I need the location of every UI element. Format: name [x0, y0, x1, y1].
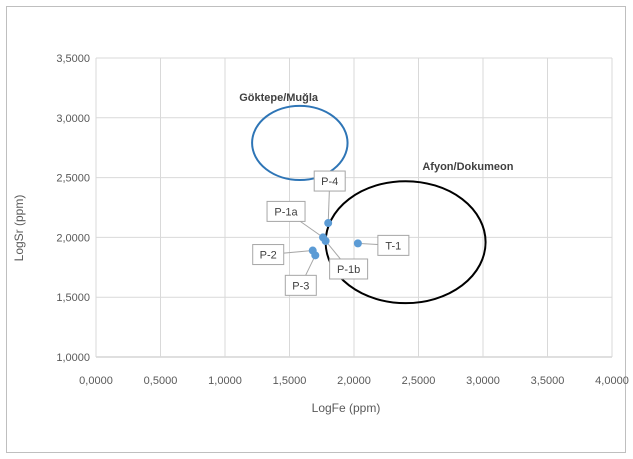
- data-label-box: [266, 200, 306, 222]
- y-tick-label: 2,5000: [56, 173, 90, 185]
- x-tick-label: 0,5000: [144, 375, 178, 387]
- data-labels: P-4 P-1a P-1b P-2 P-3 T-1: [252, 170, 410, 296]
- chart-frame: [6, 6, 626, 453]
- region-ellipse: [251, 104, 349, 181]
- x-tick-label: 3,0000: [466, 375, 500, 387]
- data-points: [308, 219, 362, 260]
- y-tick-label: 2,0000: [56, 232, 90, 244]
- y-tick-label: 3,0000: [56, 113, 90, 125]
- x-tick-label: 2,0000: [337, 375, 371, 387]
- data-label-box: [329, 258, 369, 280]
- data-label-box: [252, 244, 285, 266]
- x-tick-label: 3,5000: [531, 375, 565, 387]
- data-label-box: [377, 234, 410, 256]
- data-point: [353, 239, 362, 248]
- region-ellipses: Göktepe/Muğla Afyon/Dokumeon: [239, 92, 514, 305]
- region-label: Afyon/Dokumeon: [422, 161, 513, 173]
- data-label: T-1: [385, 240, 401, 252]
- data-label: P-4: [321, 176, 338, 188]
- x-axis-title: LogFe (ppm): [312, 401, 381, 415]
- x-tick-label: 0,0000: [79, 375, 113, 387]
- data-label: P-2: [260, 250, 277, 262]
- x-tick-label: 2,5000: [402, 375, 436, 387]
- data-label: P-1a: [274, 206, 298, 218]
- data-point: [324, 219, 333, 228]
- y-tick-label: 1,5000: [56, 292, 90, 304]
- data-point: [311, 251, 320, 260]
- y-tick-label: 1,0000: [56, 352, 90, 364]
- region-label: Göktepe/Muğla: [239, 92, 319, 104]
- data-point: [321, 236, 330, 245]
- x-tick-label: 1,5000: [273, 375, 307, 387]
- x-tick-label: 4,0000: [595, 375, 629, 387]
- tick-labels: 1,0000 1,5000 2,0000 2,5000 3,0000 3,5000 0,00…: [56, 53, 628, 387]
- grid-lines: [95, 57, 613, 358]
- y-tick-label: 3,5000: [56, 53, 90, 65]
- y-axis-title: LogSr (ppm): [12, 195, 26, 262]
- data-label-box: [313, 170, 346, 192]
- data-label: P-1b: [337, 264, 360, 276]
- data-label-box: [284, 274, 317, 296]
- x-tick-label: 1,0000: [208, 375, 242, 387]
- data-label: P-3: [292, 280, 309, 292]
